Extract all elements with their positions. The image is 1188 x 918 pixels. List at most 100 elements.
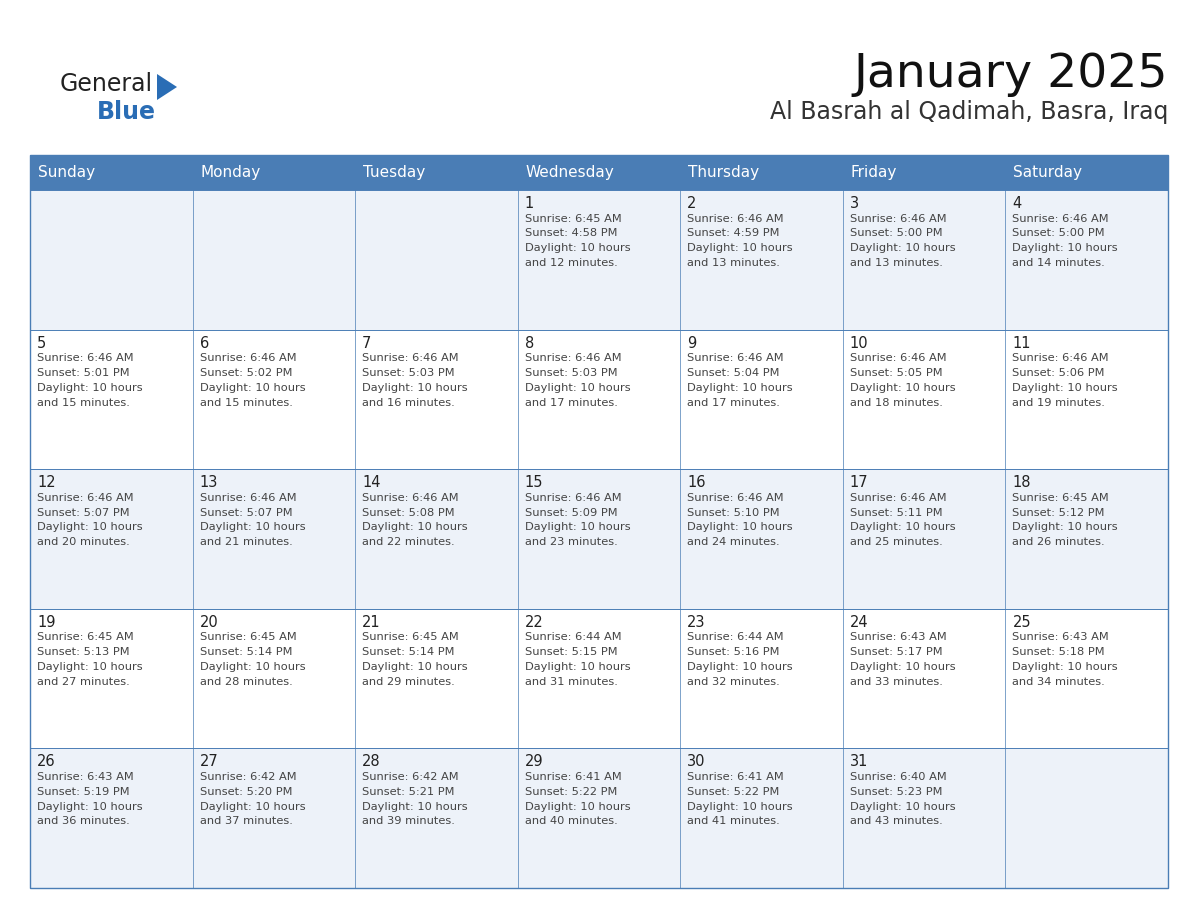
Text: Sunset: 5:22 PM: Sunset: 5:22 PM — [688, 787, 779, 797]
Text: Daylight: 10 hours: Daylight: 10 hours — [200, 522, 305, 532]
Text: and 18 minutes.: and 18 minutes. — [849, 397, 943, 408]
Text: Sunset: 5:14 PM: Sunset: 5:14 PM — [362, 647, 455, 657]
Text: Sunrise: 6:40 AM: Sunrise: 6:40 AM — [849, 772, 947, 782]
Text: Sunset: 5:00 PM: Sunset: 5:00 PM — [849, 229, 942, 239]
Bar — [355, 190, 518, 330]
Text: Sunrise: 6:41 AM: Sunrise: 6:41 AM — [688, 772, 784, 782]
Text: Daylight: 10 hours: Daylight: 10 hours — [525, 801, 631, 812]
Text: 2: 2 — [688, 196, 696, 211]
Text: Sunset: 5:10 PM: Sunset: 5:10 PM — [688, 508, 779, 518]
Bar — [1005, 190, 1168, 330]
Text: Daylight: 10 hours: Daylight: 10 hours — [37, 801, 143, 812]
Bar — [30, 155, 1168, 888]
Bar — [518, 190, 681, 330]
Text: Saturday: Saturday — [1013, 165, 1082, 180]
Text: Sunset: 5:06 PM: Sunset: 5:06 PM — [1012, 368, 1105, 378]
Bar — [192, 190, 355, 330]
Text: Sunset: 4:59 PM: Sunset: 4:59 PM — [688, 229, 779, 239]
Text: and 13 minutes.: and 13 minutes. — [688, 258, 781, 268]
Text: Sunrise: 6:43 AM: Sunrise: 6:43 AM — [1012, 633, 1110, 643]
Text: Sunrise: 6:46 AM: Sunrise: 6:46 AM — [200, 493, 296, 503]
Text: Sunrise: 6:46 AM: Sunrise: 6:46 AM — [849, 214, 947, 224]
Text: Daylight: 10 hours: Daylight: 10 hours — [37, 522, 143, 532]
Text: Sunrise: 6:44 AM: Sunrise: 6:44 AM — [525, 633, 621, 643]
Bar — [681, 330, 842, 469]
Text: Sunrise: 6:43 AM: Sunrise: 6:43 AM — [849, 633, 947, 643]
Text: Daylight: 10 hours: Daylight: 10 hours — [362, 522, 468, 532]
Text: 3: 3 — [849, 196, 859, 211]
Text: 8: 8 — [525, 336, 533, 351]
Bar — [842, 748, 1005, 888]
Bar — [355, 748, 518, 888]
Text: 11: 11 — [1012, 336, 1031, 351]
Text: Daylight: 10 hours: Daylight: 10 hours — [688, 801, 792, 812]
Text: Sunset: 5:23 PM: Sunset: 5:23 PM — [849, 787, 942, 797]
Text: Sunrise: 6:41 AM: Sunrise: 6:41 AM — [525, 772, 621, 782]
Bar — [842, 609, 1005, 748]
Bar — [1005, 748, 1168, 888]
Text: Blue: Blue — [97, 100, 156, 124]
Bar — [518, 469, 681, 609]
Text: Sunrise: 6:46 AM: Sunrise: 6:46 AM — [37, 353, 133, 364]
Text: and 29 minutes.: and 29 minutes. — [362, 677, 455, 687]
Text: Daylight: 10 hours: Daylight: 10 hours — [1012, 662, 1118, 672]
Bar — [681, 748, 842, 888]
Text: 4: 4 — [1012, 196, 1022, 211]
Text: Daylight: 10 hours: Daylight: 10 hours — [849, 662, 955, 672]
Bar — [681, 190, 842, 330]
Bar — [518, 748, 681, 888]
Text: Sunset: 5:05 PM: Sunset: 5:05 PM — [849, 368, 942, 378]
Text: 12: 12 — [37, 476, 56, 490]
Text: Sunset: 5:21 PM: Sunset: 5:21 PM — [362, 787, 455, 797]
Bar — [518, 330, 681, 469]
Text: and 39 minutes.: and 39 minutes. — [362, 816, 455, 826]
Text: 5: 5 — [37, 336, 46, 351]
Bar — [842, 190, 1005, 330]
Text: and 37 minutes.: and 37 minutes. — [200, 816, 292, 826]
Bar — [192, 609, 355, 748]
Bar — [30, 609, 192, 748]
Text: Sunrise: 6:46 AM: Sunrise: 6:46 AM — [525, 353, 621, 364]
Text: Tuesday: Tuesday — [364, 165, 425, 180]
Text: and 32 minutes.: and 32 minutes. — [688, 677, 781, 687]
Text: 6: 6 — [200, 336, 209, 351]
Text: 31: 31 — [849, 755, 868, 769]
Text: Sunrise: 6:45 AM: Sunrise: 6:45 AM — [362, 633, 459, 643]
Text: Sunset: 5:12 PM: Sunset: 5:12 PM — [1012, 508, 1105, 518]
Text: 16: 16 — [688, 476, 706, 490]
Text: and 34 minutes.: and 34 minutes. — [1012, 677, 1105, 687]
Text: Daylight: 10 hours: Daylight: 10 hours — [1012, 522, 1118, 532]
Text: and 20 minutes.: and 20 minutes. — [37, 537, 129, 547]
Bar — [518, 609, 681, 748]
Bar — [192, 748, 355, 888]
Text: and 13 minutes.: and 13 minutes. — [849, 258, 943, 268]
Text: Sunday: Sunday — [38, 165, 95, 180]
Text: 21: 21 — [362, 615, 381, 630]
Text: and 23 minutes.: and 23 minutes. — [525, 537, 618, 547]
Text: 20: 20 — [200, 615, 219, 630]
Text: and 24 minutes.: and 24 minutes. — [688, 537, 779, 547]
Text: Daylight: 10 hours: Daylight: 10 hours — [849, 522, 955, 532]
Bar — [1005, 330, 1168, 469]
Text: Daylight: 10 hours: Daylight: 10 hours — [688, 383, 792, 393]
Text: and 27 minutes.: and 27 minutes. — [37, 677, 129, 687]
Text: Sunset: 5:20 PM: Sunset: 5:20 PM — [200, 787, 292, 797]
Text: 24: 24 — [849, 615, 868, 630]
Text: 26: 26 — [37, 755, 56, 769]
Text: and 36 minutes.: and 36 minutes. — [37, 816, 129, 826]
Text: Sunrise: 6:43 AM: Sunrise: 6:43 AM — [37, 772, 134, 782]
Text: Sunset: 5:15 PM: Sunset: 5:15 PM — [525, 647, 618, 657]
Bar — [192, 330, 355, 469]
Text: Sunrise: 6:42 AM: Sunrise: 6:42 AM — [362, 772, 459, 782]
Bar — [355, 609, 518, 748]
Text: Sunset: 5:19 PM: Sunset: 5:19 PM — [37, 787, 129, 797]
Text: Daylight: 10 hours: Daylight: 10 hours — [1012, 383, 1118, 393]
Text: Sunset: 5:18 PM: Sunset: 5:18 PM — [1012, 647, 1105, 657]
Text: and 33 minutes.: and 33 minutes. — [849, 677, 943, 687]
Bar — [30, 330, 192, 469]
Text: Daylight: 10 hours: Daylight: 10 hours — [688, 662, 792, 672]
Text: Daylight: 10 hours: Daylight: 10 hours — [200, 662, 305, 672]
Text: Daylight: 10 hours: Daylight: 10 hours — [525, 243, 631, 253]
Text: Sunrise: 6:46 AM: Sunrise: 6:46 AM — [849, 493, 947, 503]
Text: and 26 minutes.: and 26 minutes. — [1012, 537, 1105, 547]
